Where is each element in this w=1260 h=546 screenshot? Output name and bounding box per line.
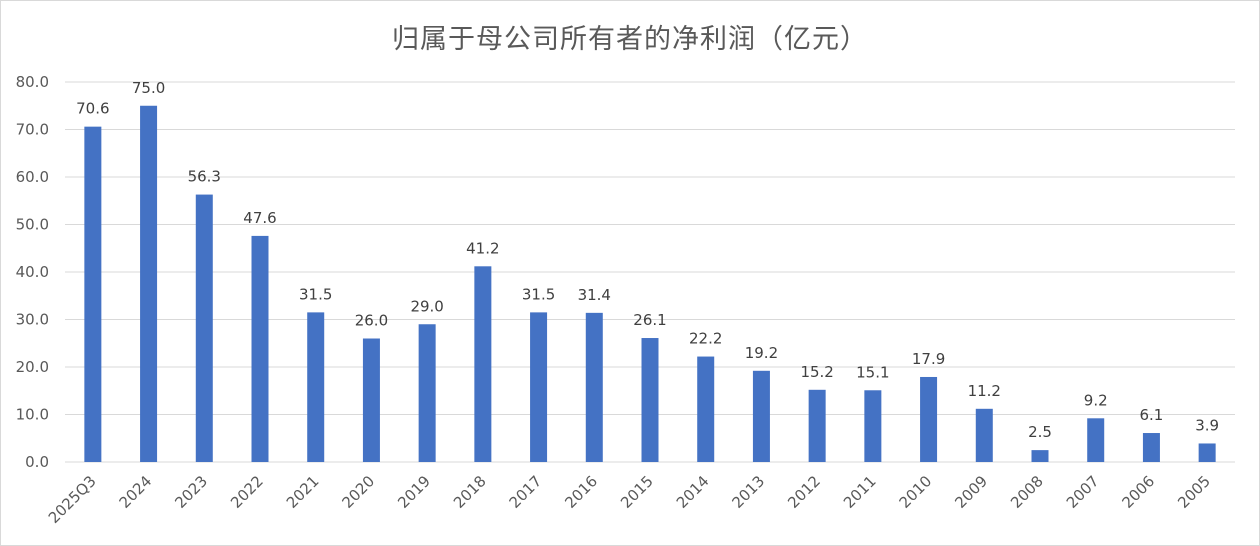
bar-2019 xyxy=(418,324,436,462)
data-label-2018: 41.2 xyxy=(466,239,499,257)
y-tick-label: 70.0 xyxy=(16,121,49,139)
data-label-2019: 29.0 xyxy=(410,297,443,315)
data-label-2011: 15.1 xyxy=(856,363,889,381)
bar-2021 xyxy=(307,312,325,462)
data-label-2015: 26.1 xyxy=(633,311,666,329)
bar-2011 xyxy=(864,390,882,462)
x-tick-label-2022: 2022 xyxy=(227,472,267,512)
data-label-2024: 75.0 xyxy=(132,79,165,97)
data-label-2013: 19.2 xyxy=(745,344,778,362)
bar-2012 xyxy=(808,389,826,462)
data-label-2025Q3: 70.6 xyxy=(76,100,109,118)
bar-2022 xyxy=(251,235,269,462)
y-tick-label: 30.0 xyxy=(16,311,49,329)
bar-2013 xyxy=(752,370,770,462)
x-tick-label-2014: 2014 xyxy=(673,472,713,512)
y-tick-label: 20.0 xyxy=(16,358,49,376)
x-tick-label-2016: 2016 xyxy=(561,472,601,512)
data-label-2023: 56.3 xyxy=(188,168,221,186)
data-label-2005: 3.9 xyxy=(1195,416,1219,434)
x-tick-label-2025Q3: 2025Q3 xyxy=(45,472,100,527)
x-tick-label-2013: 2013 xyxy=(729,472,769,512)
x-tick-label-2015: 2015 xyxy=(617,472,657,512)
x-tick-label-2009: 2009 xyxy=(951,472,991,512)
x-tick-label-2011: 2011 xyxy=(840,472,880,512)
bars xyxy=(84,105,1216,463)
data-label-2022: 47.6 xyxy=(243,209,276,227)
bar-2016 xyxy=(585,312,603,462)
x-tick-label-2006: 2006 xyxy=(1119,472,1159,512)
data-label-2012: 15.2 xyxy=(800,363,833,381)
data-labels: 70.6 75.0 56.3 47.6 31.5 26.0 29.0 41.2 31.5 31.4… xyxy=(76,79,1219,441)
bar-2007 xyxy=(1087,418,1105,462)
data-label-2016: 31.4 xyxy=(578,286,611,304)
bar-2010 xyxy=(920,376,938,462)
x-tick-label-2024: 2024 xyxy=(116,472,156,512)
bar-2023 xyxy=(195,194,213,462)
y-tick-label: 40.0 xyxy=(16,263,49,281)
y-tick-label: 50.0 xyxy=(16,216,49,234)
x-tick-label-2012: 2012 xyxy=(784,472,824,512)
x-tick-label-2019: 2019 xyxy=(394,472,434,512)
data-label-2014: 22.2 xyxy=(689,330,722,348)
bar-2005 xyxy=(1198,443,1216,462)
bar-2025Q3 xyxy=(84,126,102,463)
x-tick-label-2005: 2005 xyxy=(1174,472,1214,512)
data-label-2021: 31.5 xyxy=(299,285,332,303)
bar-2018 xyxy=(474,266,492,462)
data-label-2020: 26.0 xyxy=(355,312,388,330)
bar-2020 xyxy=(362,338,380,462)
bar-2009 xyxy=(975,408,993,462)
data-label-2008: 2.5 xyxy=(1028,423,1052,441)
y-axis-ticks: 0.0 10.0 20.0 30.0 40.0 50.0 60.0 70.0 80.0 xyxy=(16,73,49,471)
y-tick-label: 80.0 xyxy=(16,73,49,91)
x-axis-ticks: 2025Q3 2024 2023 2022 2021 2020 2019 2018 2017 20… xyxy=(45,472,1214,527)
bar-2015 xyxy=(641,338,659,462)
data-label-2010: 17.9 xyxy=(912,350,945,368)
data-label-2006: 6.1 xyxy=(1139,406,1163,424)
x-tick-label-2020: 2020 xyxy=(339,472,379,512)
bar-2014 xyxy=(697,356,715,462)
x-tick-label-2008: 2008 xyxy=(1007,472,1047,512)
chart-title: 归属于母公司所有者的净利润（亿元） xyxy=(392,24,868,55)
y-tick-label: 0.0 xyxy=(25,453,49,471)
bar-2017 xyxy=(530,312,548,462)
x-tick-label-2018: 2018 xyxy=(450,472,490,512)
data-label-2007: 9.2 xyxy=(1084,391,1108,409)
bar-2008 xyxy=(1031,450,1049,462)
y-tick-label: 60.0 xyxy=(16,168,49,186)
y-tick-label: 10.0 xyxy=(16,406,49,424)
x-tick-label-2021: 2021 xyxy=(283,472,323,512)
bar-2024 xyxy=(140,105,158,462)
bar-2006 xyxy=(1142,433,1160,462)
x-tick-label-2017: 2017 xyxy=(506,472,546,512)
x-tick-label-2007: 2007 xyxy=(1063,472,1103,512)
data-label-2009: 11.2 xyxy=(968,382,1001,400)
data-label-2017: 31.5 xyxy=(522,285,555,303)
x-tick-label-2010: 2010 xyxy=(896,472,936,512)
x-tick-label-2023: 2023 xyxy=(171,472,211,512)
